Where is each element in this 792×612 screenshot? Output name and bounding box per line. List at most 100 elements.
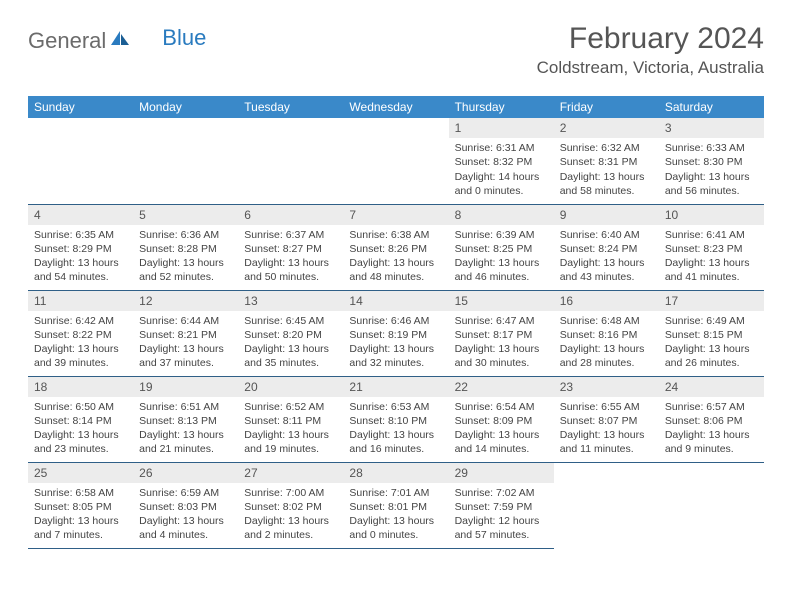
sunrise-line: Sunrise: 6:32 AM — [560, 141, 653, 155]
weekday-header: Wednesday — [343, 96, 448, 118]
daylight-line: Daylight: 13 hours and 30 minutes. — [455, 342, 548, 370]
title-block: February 2024 Coldstream, Victoria, Aust… — [537, 22, 764, 78]
day-number: 28 — [343, 463, 448, 483]
day-details: Sunrise: 6:42 AMSunset: 8:22 PMDaylight:… — [28, 311, 133, 374]
calendar-cell: 13Sunrise: 6:45 AMSunset: 8:20 PMDayligh… — [238, 290, 343, 376]
daylight-line: Daylight: 13 hours and 56 minutes. — [665, 170, 758, 198]
month-title: February 2024 — [537, 22, 764, 56]
sunrise-line: Sunrise: 6:47 AM — [455, 314, 548, 328]
day-number: 24 — [659, 377, 764, 397]
sunset-line: Sunset: 8:26 PM — [349, 242, 442, 256]
sunrise-line: Sunrise: 6:46 AM — [349, 314, 442, 328]
sunrise-line: Sunrise: 6:41 AM — [665, 228, 758, 242]
logo-sail-icon — [110, 30, 130, 53]
day-number: 9 — [554, 205, 659, 225]
sunset-line: Sunset: 8:14 PM — [34, 414, 127, 428]
calendar-cell: 8Sunrise: 6:39 AMSunset: 8:25 PMDaylight… — [449, 204, 554, 290]
weekday-header: Saturday — [659, 96, 764, 118]
daylight-line: Daylight: 13 hours and 9 minutes. — [665, 428, 758, 456]
day-number: 18 — [28, 377, 133, 397]
daylight-line: Daylight: 13 hours and 43 minutes. — [560, 256, 653, 284]
calendar-cell: 1Sunrise: 6:31 AMSunset: 8:32 PMDaylight… — [449, 118, 554, 204]
daylight-line: Daylight: 13 hours and 11 minutes. — [560, 428, 653, 456]
day-details: Sunrise: 6:33 AMSunset: 8:30 PMDaylight:… — [659, 138, 764, 201]
daylight-line: Daylight: 13 hours and 41 minutes. — [665, 256, 758, 284]
day-number: 6 — [238, 205, 343, 225]
day-details: Sunrise: 6:32 AMSunset: 8:31 PMDaylight:… — [554, 138, 659, 201]
calendar-cell: 9Sunrise: 6:40 AMSunset: 8:24 PMDaylight… — [554, 204, 659, 290]
daylight-line: Daylight: 13 hours and 46 minutes. — [455, 256, 548, 284]
sunset-line: Sunset: 8:10 PM — [349, 414, 442, 428]
calendar-cell: 15Sunrise: 6:47 AMSunset: 8:17 PMDayligh… — [449, 290, 554, 376]
day-number: 22 — [449, 377, 554, 397]
day-details: Sunrise: 6:37 AMSunset: 8:27 PMDaylight:… — [238, 225, 343, 288]
day-details: Sunrise: 6:41 AMSunset: 8:23 PMDaylight:… — [659, 225, 764, 288]
day-details: Sunrise: 7:00 AMSunset: 8:02 PMDaylight:… — [238, 483, 343, 546]
weekday-header-row: Sunday Monday Tuesday Wednesday Thursday… — [28, 96, 764, 118]
sunrise-line: Sunrise: 6:53 AM — [349, 400, 442, 414]
day-number: 26 — [133, 463, 238, 483]
daylight-line: Daylight: 13 hours and 26 minutes. — [665, 342, 758, 370]
calendar-cell: 21Sunrise: 6:53 AMSunset: 8:10 PMDayligh… — [343, 376, 448, 462]
sunset-line: Sunset: 8:11 PM — [244, 414, 337, 428]
sunset-line: Sunset: 8:03 PM — [139, 500, 232, 514]
sunset-line: Sunset: 8:20 PM — [244, 328, 337, 342]
location-subtitle: Coldstream, Victoria, Australia — [537, 58, 764, 78]
calendar-cell — [238, 118, 343, 204]
calendar-cell: 23Sunrise: 6:55 AMSunset: 8:07 PMDayligh… — [554, 376, 659, 462]
daylight-line: Daylight: 12 hours and 57 minutes. — [455, 514, 548, 542]
calendar-cell — [659, 462, 764, 548]
calendar-cell: 28Sunrise: 7:01 AMSunset: 8:01 PMDayligh… — [343, 462, 448, 548]
calendar-cell — [554, 462, 659, 548]
sunset-line: Sunset: 8:02 PM — [244, 500, 337, 514]
sunrise-line: Sunrise: 6:39 AM — [455, 228, 548, 242]
day-details: Sunrise: 6:36 AMSunset: 8:28 PMDaylight:… — [133, 225, 238, 288]
sunset-line: Sunset: 8:09 PM — [455, 414, 548, 428]
calendar-cell: 22Sunrise: 6:54 AMSunset: 8:09 PMDayligh… — [449, 376, 554, 462]
day-details: Sunrise: 6:52 AMSunset: 8:11 PMDaylight:… — [238, 397, 343, 460]
sunset-line: Sunset: 8:27 PM — [244, 242, 337, 256]
sunrise-line: Sunrise: 6:58 AM — [34, 486, 127, 500]
calendar-cell: 2Sunrise: 6:32 AMSunset: 8:31 PMDaylight… — [554, 118, 659, 204]
sunset-line: Sunset: 8:16 PM — [560, 328, 653, 342]
sunset-line: Sunset: 8:19 PM — [349, 328, 442, 342]
daylight-line: Daylight: 14 hours and 0 minutes. — [455, 170, 548, 198]
day-details: Sunrise: 6:55 AMSunset: 8:07 PMDaylight:… — [554, 397, 659, 460]
day-details: Sunrise: 6:53 AMSunset: 8:10 PMDaylight:… — [343, 397, 448, 460]
calendar-table: Sunday Monday Tuesday Wednesday Thursday… — [28, 96, 764, 549]
day-details: Sunrise: 6:35 AMSunset: 8:29 PMDaylight:… — [28, 225, 133, 288]
day-number: 12 — [133, 291, 238, 311]
sunset-line: Sunset: 8:15 PM — [665, 328, 758, 342]
day-number: 11 — [28, 291, 133, 311]
calendar-cell: 6Sunrise: 6:37 AMSunset: 8:27 PMDaylight… — [238, 204, 343, 290]
calendar-row: 11Sunrise: 6:42 AMSunset: 8:22 PMDayligh… — [28, 290, 764, 376]
day-number: 25 — [28, 463, 133, 483]
daylight-line: Daylight: 13 hours and 16 minutes. — [349, 428, 442, 456]
day-number: 16 — [554, 291, 659, 311]
day-number: 21 — [343, 377, 448, 397]
calendar-cell: 17Sunrise: 6:49 AMSunset: 8:15 PMDayligh… — [659, 290, 764, 376]
daylight-line: Daylight: 13 hours and 21 minutes. — [139, 428, 232, 456]
day-details: Sunrise: 6:58 AMSunset: 8:05 PMDaylight:… — [28, 483, 133, 546]
calendar-body: 1Sunrise: 6:31 AMSunset: 8:32 PMDaylight… — [28, 118, 764, 548]
page-header: General Blue February 2024 Coldstream, V… — [28, 22, 764, 78]
day-number: 17 — [659, 291, 764, 311]
day-number: 5 — [133, 205, 238, 225]
sunset-line: Sunset: 8:05 PM — [34, 500, 127, 514]
sunset-line: Sunset: 8:13 PM — [139, 414, 232, 428]
sunrise-line: Sunrise: 7:00 AM — [244, 486, 337, 500]
calendar-cell: 12Sunrise: 6:44 AMSunset: 8:21 PMDayligh… — [133, 290, 238, 376]
daylight-line: Daylight: 13 hours and 37 minutes. — [139, 342, 232, 370]
calendar-row: 25Sunrise: 6:58 AMSunset: 8:05 PMDayligh… — [28, 462, 764, 548]
day-details: Sunrise: 6:47 AMSunset: 8:17 PMDaylight:… — [449, 311, 554, 374]
daylight-line: Daylight: 13 hours and 35 minutes. — [244, 342, 337, 370]
day-number: 19 — [133, 377, 238, 397]
day-number: 8 — [449, 205, 554, 225]
day-details: Sunrise: 6:46 AMSunset: 8:19 PMDaylight:… — [343, 311, 448, 374]
day-number: 1 — [449, 118, 554, 138]
sunrise-line: Sunrise: 6:35 AM — [34, 228, 127, 242]
daylight-line: Daylight: 13 hours and 14 minutes. — [455, 428, 548, 456]
day-details: Sunrise: 6:48 AMSunset: 8:16 PMDaylight:… — [554, 311, 659, 374]
weekday-header: Friday — [554, 96, 659, 118]
weekday-header: Sunday — [28, 96, 133, 118]
